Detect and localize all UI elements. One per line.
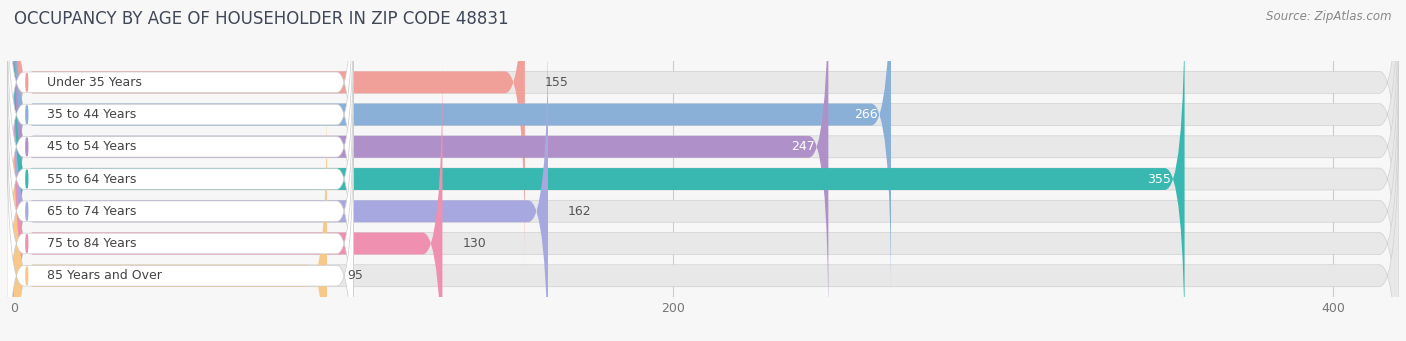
Text: 247: 247 (792, 140, 815, 153)
Text: 75 to 84 Years: 75 to 84 Years (46, 237, 136, 250)
FancyBboxPatch shape (7, 0, 353, 233)
FancyBboxPatch shape (14, 0, 1185, 341)
FancyBboxPatch shape (7, 125, 353, 341)
FancyBboxPatch shape (7, 0, 353, 298)
Text: 65 to 74 Years: 65 to 74 Years (46, 205, 136, 218)
FancyBboxPatch shape (14, 0, 891, 297)
FancyBboxPatch shape (14, 0, 1399, 341)
Text: 355: 355 (1147, 173, 1171, 186)
Circle shape (25, 235, 28, 253)
FancyBboxPatch shape (14, 0, 1399, 297)
Text: 55 to 64 Years: 55 to 64 Years (46, 173, 136, 186)
Text: OCCUPANCY BY AGE OF HOUSEHOLDER IN ZIP CODE 48831: OCCUPANCY BY AGE OF HOUSEHOLDER IN ZIP C… (14, 10, 509, 28)
FancyBboxPatch shape (14, 29, 1399, 341)
FancyBboxPatch shape (14, 61, 443, 341)
Text: 95: 95 (347, 269, 363, 282)
FancyBboxPatch shape (14, 93, 328, 341)
Text: 130: 130 (463, 237, 486, 250)
Text: 162: 162 (568, 205, 592, 218)
Text: 35 to 44 Years: 35 to 44 Years (46, 108, 136, 121)
FancyBboxPatch shape (14, 0, 828, 329)
Circle shape (25, 202, 28, 220)
Circle shape (25, 267, 28, 285)
FancyBboxPatch shape (14, 61, 1399, 341)
FancyBboxPatch shape (14, 0, 524, 265)
Text: Under 35 Years: Under 35 Years (46, 76, 142, 89)
FancyBboxPatch shape (7, 93, 353, 341)
Circle shape (25, 73, 28, 91)
FancyBboxPatch shape (14, 93, 1399, 341)
FancyBboxPatch shape (14, 0, 1399, 265)
Circle shape (25, 105, 28, 123)
Text: 45 to 54 Years: 45 to 54 Years (46, 140, 136, 153)
Circle shape (25, 138, 28, 156)
FancyBboxPatch shape (7, 28, 353, 330)
Circle shape (25, 170, 28, 188)
FancyBboxPatch shape (7, 0, 353, 265)
Text: Source: ZipAtlas.com: Source: ZipAtlas.com (1267, 10, 1392, 23)
FancyBboxPatch shape (14, 29, 548, 341)
Text: 266: 266 (855, 108, 877, 121)
Text: 155: 155 (544, 76, 568, 89)
FancyBboxPatch shape (7, 60, 353, 341)
Text: 85 Years and Over: 85 Years and Over (46, 269, 162, 282)
FancyBboxPatch shape (14, 0, 1399, 329)
